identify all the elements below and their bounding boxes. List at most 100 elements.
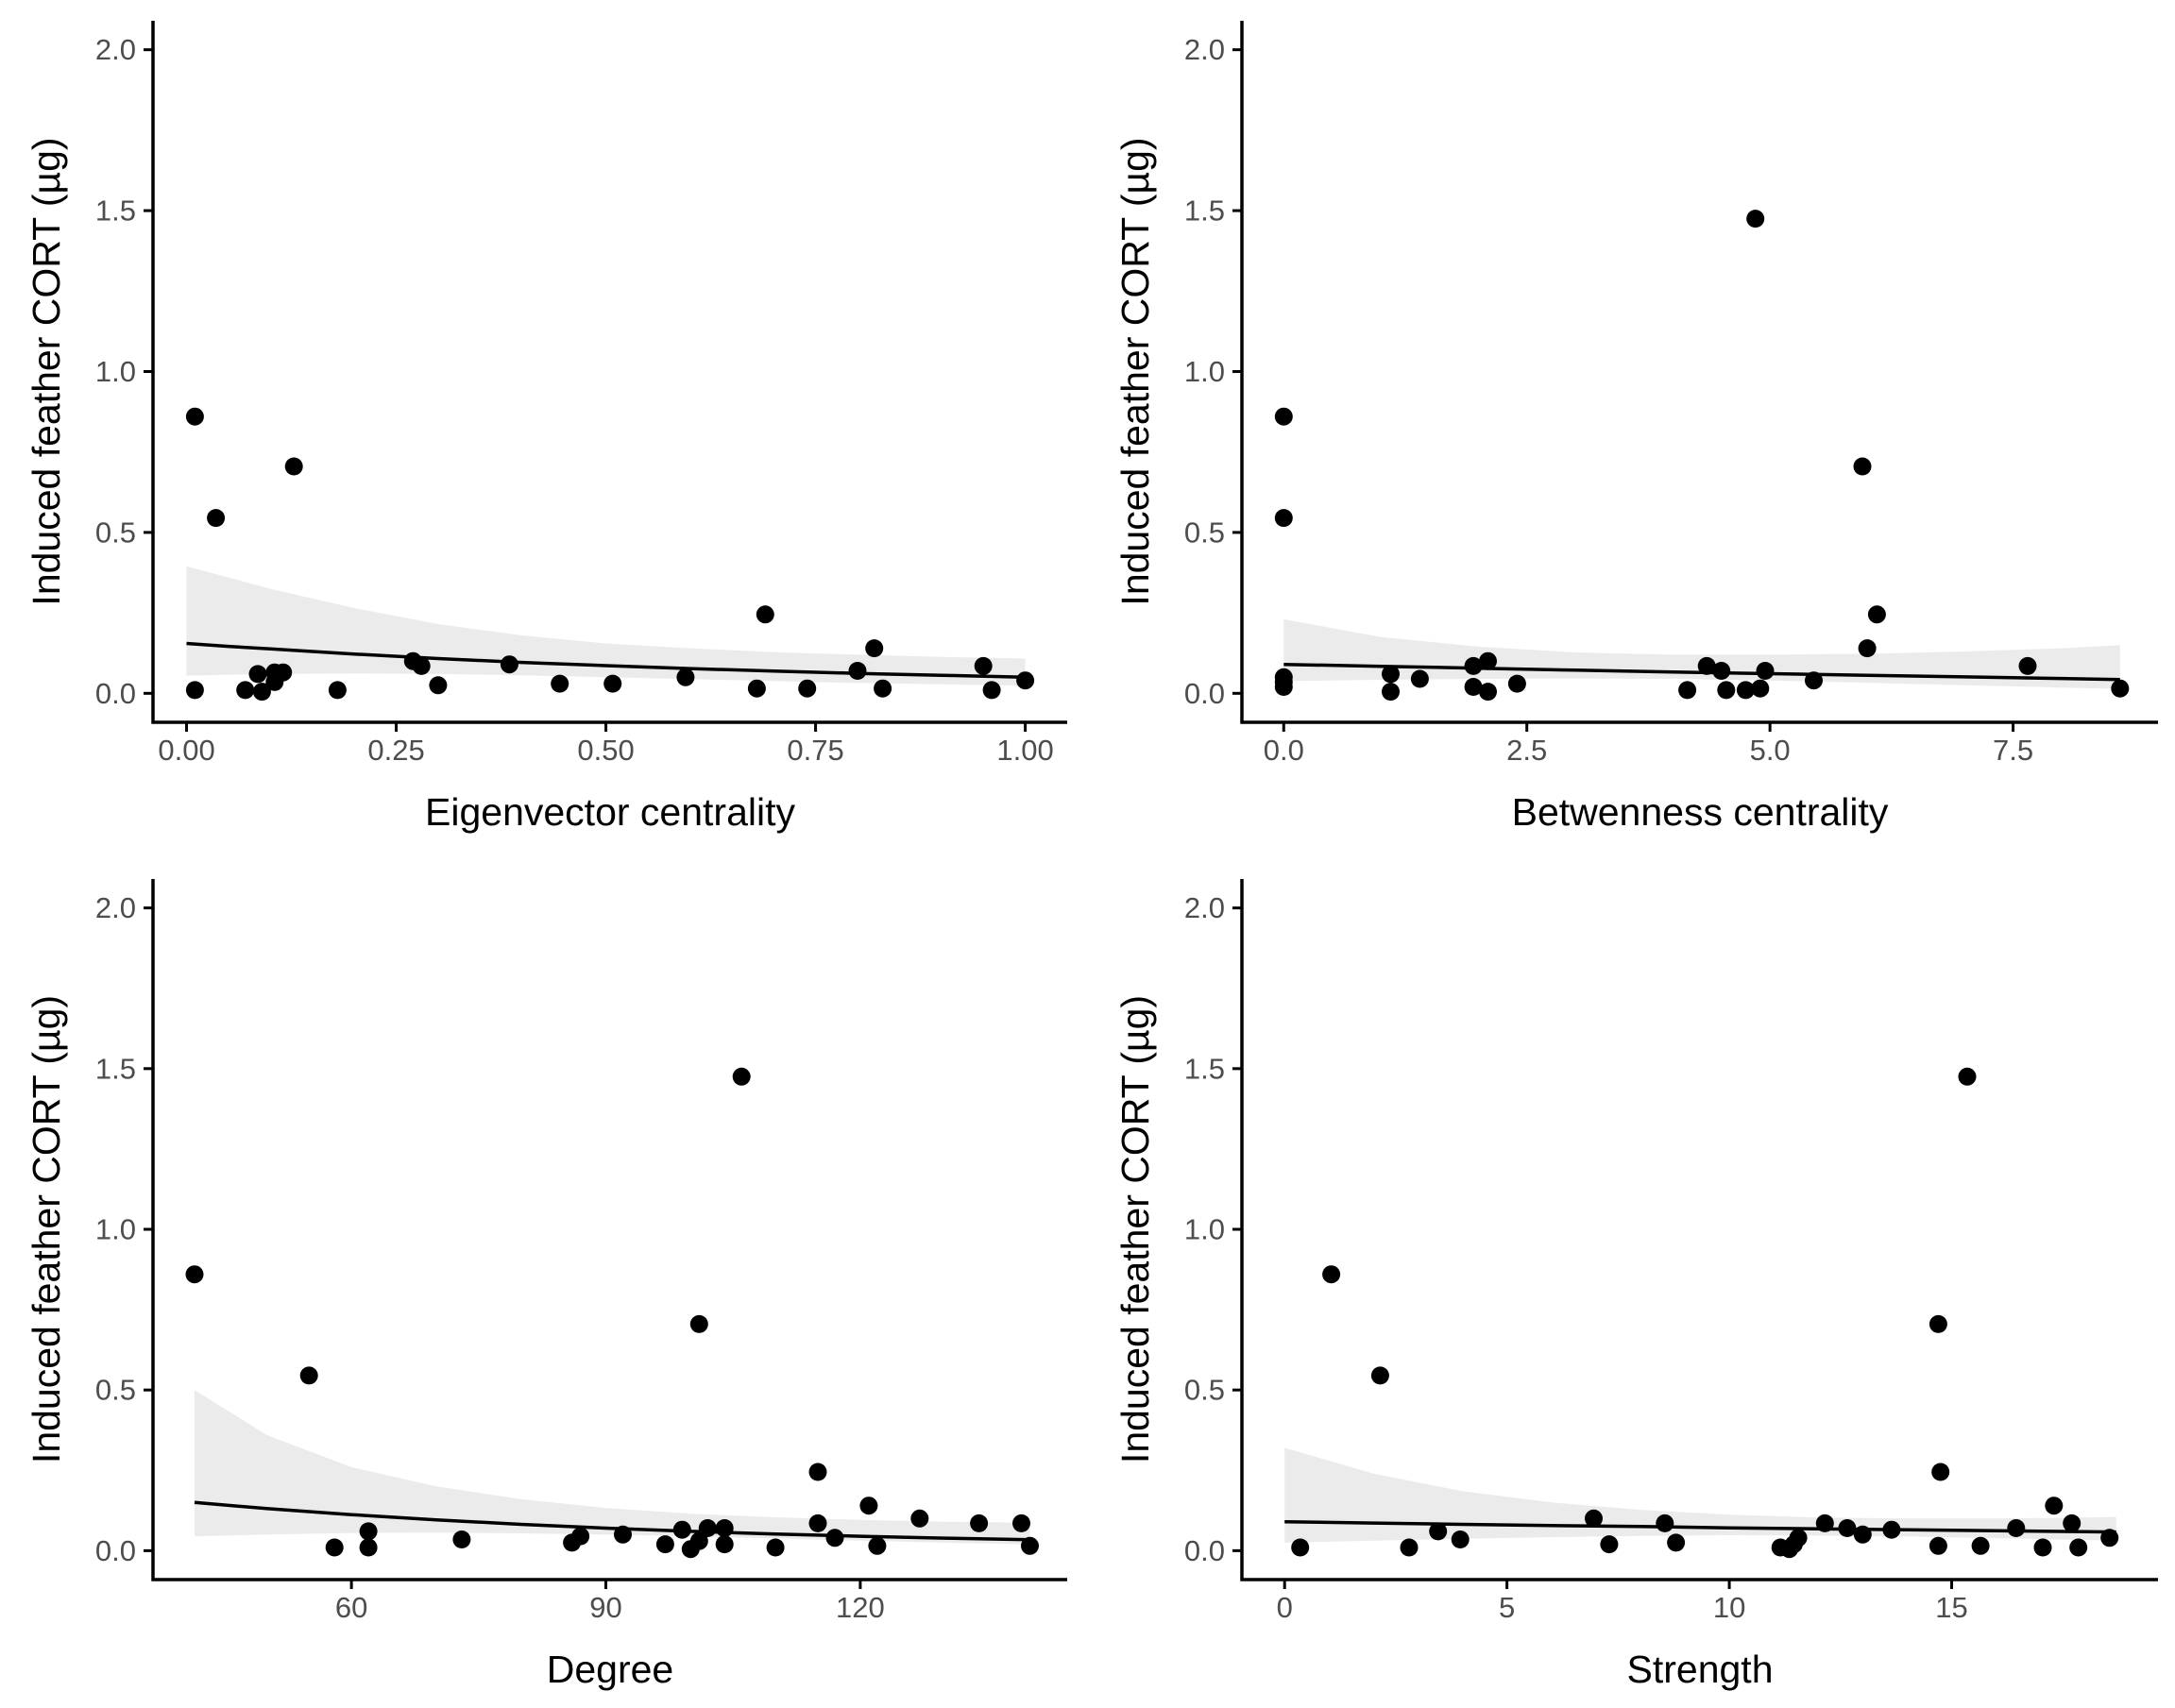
data-point [1452,1530,1470,1548]
x-tick-label: 0.00 [158,734,214,767]
x-axis-title: Strength [1627,1648,1774,1691]
y-tick-label: 2.0 [1184,891,1225,924]
data-point [910,1510,928,1528]
data-point [673,1521,691,1539]
x-tick-label: 0.0 [1264,734,1304,767]
y-tick-label: 0.0 [1184,677,1225,710]
y-tick-label: 2.0 [95,891,136,924]
data-point [656,1535,674,1553]
data-point [329,681,347,699]
data-point [1322,1265,1340,1283]
data-point [326,1539,344,1557]
x-axis-title: Eigenvector centrality [425,790,795,834]
data-point [1717,681,1735,699]
y-axis-title: Induced feather CORT (µg) [1113,137,1157,605]
y-tick-label: 0.5 [1184,1374,1225,1407]
data-point [551,675,569,693]
y-tick-label: 0.5 [95,1374,136,1407]
x-tick-label: 5 [1499,1591,1515,1624]
x-tick-label: 1.00 [996,734,1053,767]
data-point [186,1265,204,1283]
x-tick-label: 15 [1935,1591,1967,1624]
data-point [874,680,892,698]
data-point [571,1528,589,1546]
data-point [1746,210,1764,228]
data-point [2019,657,2037,675]
data-point [360,1539,378,1557]
data-point [1790,1529,1808,1547]
y-tick-label: 1.0 [95,355,136,388]
data-point [1678,681,1696,699]
x-tick-label: 0.50 [577,734,634,767]
data-point [207,509,225,527]
data-point [809,1514,827,1532]
data-point [1805,671,1823,689]
data-point [1751,680,1769,698]
data-point [1021,1537,1039,1555]
x-tick-label: 120 [836,1591,885,1624]
data-point [1929,1537,1947,1555]
data-point [1656,1514,1674,1532]
data-point [2111,680,2129,698]
data-point [970,1514,988,1532]
data-point [1868,605,1886,623]
y-axis-title: Induced feather CORT (µg) [25,995,68,1463]
data-point [1854,458,1872,476]
data-point [733,1068,751,1086]
data-point [1291,1539,1309,1557]
x-tick-label: 5.0 [1750,734,1791,767]
data-point [1508,675,1526,693]
confidence-band [195,1390,1030,1544]
data-point [983,681,1001,699]
data-point [2100,1529,2118,1547]
y-axis-title: Induced feather CORT (µg) [25,137,68,605]
y-tick-label: 0.0 [1184,1534,1225,1567]
y-tick-label: 0.5 [1184,516,1225,549]
y-tick-label: 1.5 [95,194,136,228]
y-tick-label: 1.0 [1184,1213,1225,1246]
y-tick-label: 1.5 [1184,194,1225,228]
x-axis-title: Betwenness centrality [1512,790,1889,834]
data-point [452,1530,470,1548]
data-point [1859,639,1877,657]
data-point [798,680,816,698]
data-point [1012,1514,1030,1532]
y-tick-label: 1.0 [1184,355,1225,388]
data-point [1929,1315,1947,1333]
data-point [1882,1521,1900,1539]
y-tick-label: 1.5 [1184,1052,1225,1085]
data-point [809,1463,827,1481]
x-tick-label: 7.5 [1993,734,2033,767]
data-point [249,665,267,683]
data-point [1382,665,1400,683]
data-point [716,1519,734,1537]
data-point [1479,683,1497,701]
data-point [413,657,431,675]
data-point [748,680,766,698]
x-tick-label: 60 [335,1591,367,1624]
data-point [274,664,292,682]
data-point [1371,1366,1389,1384]
data-point [1838,1519,1856,1537]
data-point [614,1526,632,1544]
x-tick-label: 0.75 [787,734,843,767]
panel-3: 0.0 0.5 1.0 1.5 2.0 60 90 120 Degree Induced feat… [25,879,1067,1691]
y-tick-label: 0.0 [95,1534,136,1567]
data-point [236,681,254,699]
data-point [360,1522,378,1540]
y-tick-label: 1.0 [95,1213,136,1246]
data-point [2007,1519,2025,1537]
data-point [859,1497,877,1514]
data-point [865,639,883,657]
data-point [1757,662,1775,680]
data-point [300,1366,318,1384]
confidence-band [187,567,1026,685]
data-point [676,668,694,686]
panel-4: 0.0 0.5 1.0 1.5 2.0 0 5 10 15 Strength Induced fea… [1113,879,2158,1691]
data-point [716,1535,734,1553]
x-tick-label: 2.5 [1506,734,1547,767]
y-tick-label: 2.0 [1184,33,1225,66]
data-point [1972,1537,1990,1555]
data-point [2069,1539,2087,1557]
